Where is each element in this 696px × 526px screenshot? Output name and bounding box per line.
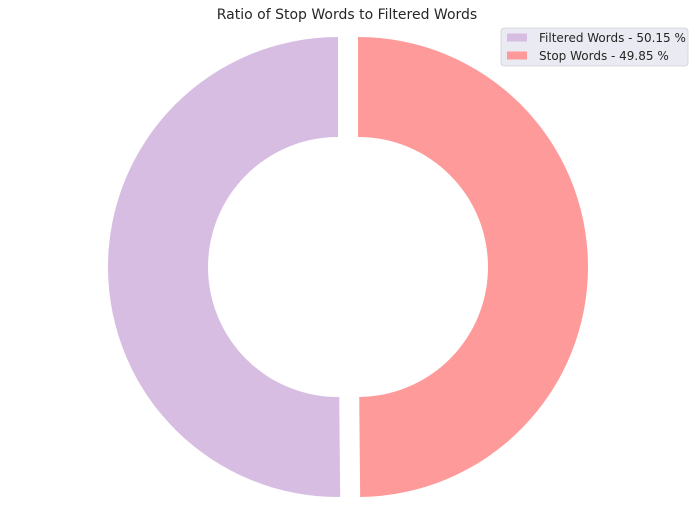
legend-swatch-filtered-words [507, 33, 527, 42]
legend-box [500, 27, 689, 67]
legend-swatch-stop-words [507, 51, 527, 60]
slices-group [107, 36, 588, 498]
donut-slice-filtered-words [107, 37, 341, 498]
chart-title: Ratio of Stop Words to Filtered Words [217, 7, 477, 23]
legend-label-filtered-words: Filtered Words - 50.15 % [539, 31, 686, 45]
legend: Filtered Words - 50.15 % Stop Words - 49… [500, 27, 689, 67]
donut-slice-stop-words [357, 36, 588, 497]
legend-label-stop-words: Stop Words - 49.85 % [539, 49, 669, 63]
